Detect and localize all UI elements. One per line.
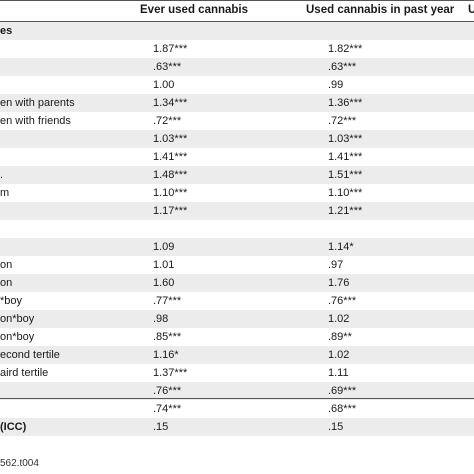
table-row: .74*** .68***	[0, 400, 474, 418]
table-row: es	[0, 22, 474, 40]
table-row: 1.09 1.14*	[0, 238, 474, 256]
cell-past-year: .99	[328, 79, 344, 91]
cell-ever-used: 1.17***	[153, 205, 188, 217]
header-rule	[0, 21, 474, 22]
table-row: on*boy .85*** .89**	[0, 328, 474, 346]
row-label: .	[0, 169, 4, 181]
table-doi-suffix: 562.t004	[0, 458, 39, 469]
cell-past-year: 1.02	[328, 313, 350, 325]
table-row: 1.87*** 1.82***	[0, 40, 474, 58]
cell-ever-used: 1.01	[153, 259, 175, 271]
cell-ever-used: 1.48***	[153, 169, 188, 181]
row-label: on	[0, 259, 13, 271]
cell-past-year: .63***	[328, 61, 357, 73]
cell-ever-used: .72***	[153, 115, 182, 127]
cell-ever-used: 1.60	[153, 277, 175, 289]
table-row: . 1.48*** 1.51***	[0, 166, 474, 184]
cell-ever-used: 1.10***	[153, 187, 188, 199]
table-row: on 1.60 1.76	[0, 274, 474, 292]
cell-past-year: 1.02	[328, 349, 350, 361]
cell-ever-used: .77***	[153, 295, 182, 307]
table-row	[0, 220, 474, 238]
cell-past-year: 1.03***	[328, 133, 363, 145]
row-label: es	[0, 25, 13, 37]
cell-ever-used: 1.03***	[153, 133, 188, 145]
table-row: .63*** .63***	[0, 58, 474, 76]
table-row: 1.41*** 1.41***	[0, 148, 474, 166]
cell-ever-used: 1.87***	[153, 43, 188, 55]
col-header-partial: U	[468, 4, 474, 16]
cell-ever-used: 1.37***	[153, 367, 188, 379]
col-header-ever-used: Ever used cannabis	[140, 4, 249, 16]
col-header-past-year: Used cannabis in past year	[306, 4, 455, 16]
cell-ever-used: 1.16*	[153, 349, 179, 361]
row-label: aird tertile	[0, 367, 49, 379]
top-rule	[0, 0, 474, 1]
table-row: aird tertile 1.37*** 1.11	[0, 364, 474, 382]
row-label: econd tertile	[0, 349, 60, 361]
row-label: on*boy	[0, 331, 35, 343]
cell-ever-used: .15	[153, 421, 169, 433]
cell-past-year: .69***	[328, 385, 357, 397]
cell-ever-used: .74***	[153, 403, 182, 415]
table-row: 1.03*** 1.03***	[0, 130, 474, 148]
row-label: on*boy	[0, 313, 35, 325]
row-label: m	[0, 187, 10, 199]
cell-ever-used: 1.41***	[153, 151, 188, 163]
cell-past-year: 1.36***	[328, 97, 363, 109]
table-row: econd tertile 1.16* 1.02	[0, 346, 474, 364]
table-row: on 1.01 .97	[0, 256, 474, 274]
cell-past-year: .72***	[328, 115, 357, 127]
row-label: (ICC)	[0, 421, 27, 433]
table-row: m 1.10*** 1.10***	[0, 184, 474, 202]
bottom-rule	[0, 398, 474, 399]
cell-past-year: 1.51***	[328, 169, 363, 181]
cell-ever-used: .76***	[153, 385, 182, 397]
cell-past-year: 1.21***	[328, 205, 363, 217]
cell-past-year: 1.10***	[328, 187, 363, 199]
cell-ever-used: 1.34***	[153, 97, 188, 109]
cell-ever-used: 1.00	[153, 79, 175, 91]
cell-past-year: .76***	[328, 295, 357, 307]
row-label: en with parents	[0, 97, 75, 109]
cell-past-year: .68***	[328, 403, 357, 415]
table-row: *boy .77*** .76***	[0, 292, 474, 310]
cell-past-year: 1.76	[328, 277, 350, 289]
cell-ever-used: .98	[153, 313, 169, 325]
cell-ever-used: 1.09	[153, 241, 175, 253]
row-label: en with friends	[0, 115, 71, 127]
cell-ever-used: .63***	[153, 61, 182, 73]
table-row: on*boy .98 1.02	[0, 310, 474, 328]
cell-ever-used: .85***	[153, 331, 182, 343]
table-row: .76*** .69***	[0, 382, 474, 400]
cell-past-year: 1.82***	[328, 43, 363, 55]
table-row: en with friends .72*** .72***	[0, 112, 474, 130]
table-row: (ICC) .15 .15	[0, 418, 474, 436]
cell-past-year: .89**	[328, 331, 352, 343]
cell-past-year: .15	[328, 421, 344, 433]
cell-past-year: .97	[328, 259, 344, 271]
row-label: on	[0, 277, 13, 289]
table-row: 1.00 .99	[0, 76, 474, 94]
table-row: 1.17*** 1.21***	[0, 202, 474, 220]
cell-past-year: 1.41***	[328, 151, 363, 163]
table-row: en with parents 1.34*** 1.36***	[0, 94, 474, 112]
row-label: *boy	[0, 295, 23, 307]
cell-past-year: 1.14*	[328, 241, 354, 253]
cell-past-year: 1.11	[328, 367, 349, 379]
